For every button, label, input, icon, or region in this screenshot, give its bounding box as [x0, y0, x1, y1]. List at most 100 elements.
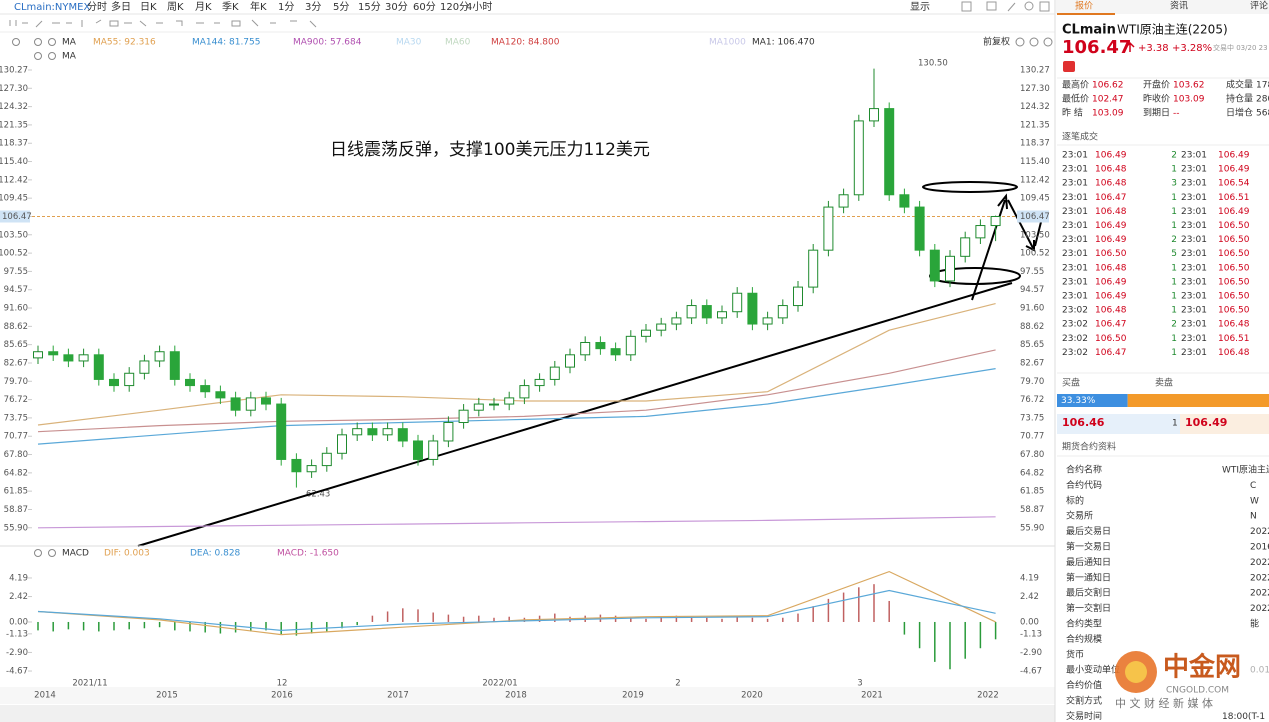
trade-price: 106.49 [1095, 277, 1127, 287]
y-tick-label: 100.52 [1020, 249, 1050, 259]
candle-body [549, 366, 560, 380]
period-tab[interactable]: 3分 [305, 1, 321, 13]
favorite-icon[interactable] [1063, 61, 1075, 72]
stat-label: 最低价 [1062, 93, 1089, 105]
tab-bar [1056, 0, 1269, 14]
y-tick-label: 4.19 [1020, 573, 1039, 583]
y-tick-label: -4.67 [1020, 667, 1042, 677]
contract-label: 标的 [1066, 494, 1084, 506]
indicator-label[interactable]: MA [62, 52, 77, 62]
y-tick-label: 76.72 [4, 395, 28, 405]
ma-line [37, 570, 996, 636]
indicator-label[interactable]: MA [62, 38, 77, 48]
candle-body [701, 305, 712, 319]
contract-label: 交易所 [1066, 510, 1093, 522]
y-tick-label: 76.72 [1020, 395, 1044, 405]
trade-price: 106.50 [1218, 263, 1250, 273]
candle-body [960, 237, 971, 257]
tab[interactable]: 评论 [1250, 0, 1268, 12]
candle-body [838, 194, 849, 208]
y-tick-label: 73.75 [1020, 413, 1044, 423]
symbol[interactable]: CLmain:NYMEX [14, 2, 90, 13]
stat-value: 106.62 [1092, 81, 1124, 91]
bid-cell [1057, 414, 1180, 434]
period-tab[interactable]: 日K [140, 2, 157, 13]
y-tick-label: 103.50 [1020, 230, 1050, 240]
legend-item[interactable]: DIF: 0.003 [104, 549, 150, 559]
tool-icons [9, 1, 1050, 28]
display-menu[interactable]: 显示 [910, 1, 930, 13]
watermark-bg [1162, 650, 1269, 702]
trade-qty: 1 [1171, 334, 1177, 344]
trade-time: 23:01 [1181, 292, 1207, 302]
period-tab[interactable]: 120分 [440, 1, 469, 13]
candle-body [154, 351, 165, 362]
period-tab[interactable]: 5分 [333, 1, 349, 13]
period-tab[interactable]: 60分 [413, 1, 436, 13]
stat-label: 开盘价 [1143, 79, 1170, 91]
candle-body [413, 440, 423, 460]
tab[interactable]: 报价 [1075, 0, 1093, 12]
x-tick-label: 2019 [622, 691, 644, 701]
legend-item[interactable]: DEA: 0.828 [190, 549, 241, 559]
period-tab[interactable]: 4小时 [466, 1, 492, 13]
y-tick-label: 94.57 [1020, 285, 1044, 295]
y-tick-label: 130.27 [0, 66, 28, 76]
trade-price: 106.50 [1218, 306, 1250, 316]
y-tick-label: 64.82 [1020, 468, 1044, 478]
trade-qty: 2 [1171, 320, 1177, 330]
logo [1125, 661, 1147, 683]
ma-line [37, 349, 996, 433]
x-tick-label: 12 [277, 679, 288, 689]
y-tick-label: -2.90 [1020, 648, 1042, 658]
period-tab[interactable]: 分时 [87, 1, 107, 13]
adjust-mode[interactable]: 前复权 [983, 36, 1010, 48]
period-tab[interactable]: 周K [167, 1, 184, 13]
stat-label: 持仓量 [1226, 93, 1253, 105]
candle-body [352, 428, 363, 436]
trade-price: 106.49 [1218, 207, 1250, 217]
toolbar [0, 0, 1055, 14]
contract-label: 合约名称 [1066, 464, 1102, 476]
candle-body [884, 108, 895, 196]
trade-time: 23:01 [1181, 348, 1207, 358]
y-tick-label: 64.82 [4, 468, 28, 478]
candle-body [169, 351, 180, 380]
candle-body [230, 397, 241, 411]
buy-ratio-bar [1057, 394, 1128, 407]
period-tab[interactable]: 30分 [385, 1, 408, 13]
period-tab[interactable]: 1分 [278, 1, 294, 13]
period-tab[interactable]: 年K [250, 0, 267, 13]
candle-body [869, 108, 879, 122]
price-tag-label: 106.47 [1020, 212, 1050, 222]
legend-item[interactable]: MA1000 [709, 38, 746, 48]
period-tab[interactable]: 多日 [111, 0, 131, 13]
y-tick-label: 85.65 [4, 340, 28, 350]
legend-item[interactable]: MA144: 81.755 [192, 38, 260, 48]
ma-line [37, 368, 996, 445]
legend-item[interactable]: MA60 [445, 38, 471, 48]
legend-item[interactable]: MA900: 57.684 [293, 38, 362, 48]
period-tab[interactable]: 月K [195, 1, 212, 13]
legend-item[interactable]: MA120: 84.800 [491, 38, 560, 48]
legend-item[interactable]: MA55: 92.316 [93, 38, 156, 48]
candle-body [777, 305, 788, 319]
candle-body [808, 249, 819, 288]
contract-label: 最后交易日 [1066, 525, 1111, 537]
period-tab[interactable]: 季K [222, 1, 239, 13]
y-tick-label: -1.13 [6, 629, 28, 639]
y-tick-label: 2.42 [1020, 592, 1039, 602]
trade-price: 106.47 [1095, 193, 1127, 203]
period-tab[interactable]: 15分 [358, 1, 381, 13]
legend-item[interactable]: MA1: 106.470 [752, 38, 815, 48]
tab[interactable]: 资讯 [1170, 1, 1188, 12]
legend-item[interactable]: MA30 [396, 38, 422, 48]
ask-price: 106.49 [1185, 416, 1227, 429]
symbol-code: CLmain [1062, 23, 1116, 38]
stat-value: 102.47 [1092, 95, 1124, 105]
ma-line [37, 516, 996, 529]
contract-label: 合约价值 [1066, 679, 1102, 691]
candle-body [215, 391, 226, 399]
candle-body [793, 286, 803, 307]
legend-item[interactable]: MACD: -1.650 [277, 549, 339, 559]
